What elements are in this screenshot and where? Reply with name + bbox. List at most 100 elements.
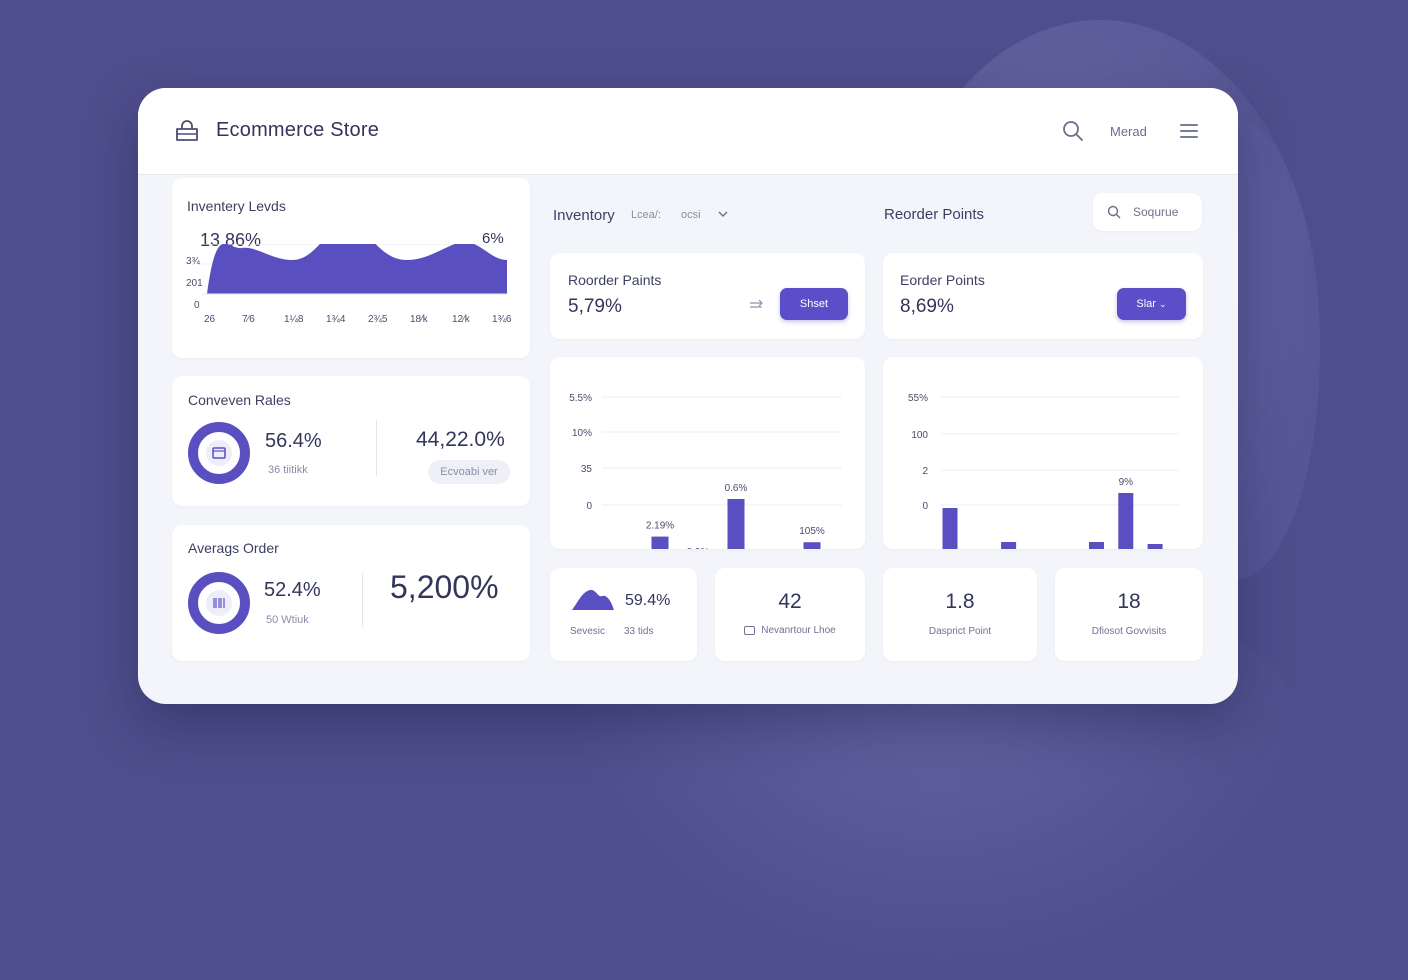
- filter-stock[interactable]: ocsi: [681, 209, 701, 221]
- card-title: Conveven Rales: [188, 392, 291, 408]
- stat-label: Sevesic: [570, 626, 606, 637]
- y-tick-label: 100: [911, 430, 928, 441]
- stat-tile: 1.8 Dasprict Point: [883, 568, 1037, 661]
- x-tick-label: 18⁄k: [410, 314, 428, 325]
- search-placeholder: Soqurue: [1133, 205, 1179, 219]
- kpi-title: Eorder Points: [900, 272, 985, 288]
- data-label: 8 9%: [687, 547, 710, 549]
- stat-value: 18: [1117, 590, 1141, 613]
- divider: [362, 573, 363, 627]
- y-tick-label: 35: [581, 464, 593, 475]
- transfer-icon[interactable]: [748, 299, 764, 311]
- bar: [942, 508, 958, 549]
- bar-chart-card-1: 5.5%10%3502002112.19%2468 9%2000.6%20950…: [550, 357, 865, 549]
- conversion-filter-button[interactable]: Ecvoabi ver: [428, 460, 510, 484]
- x-tick-label: 1¼8: [284, 314, 304, 325]
- x-tick-label: 7⁄6: [242, 314, 255, 325]
- reorder-points-label: Reorder Points: [884, 206, 985, 223]
- conversion-sub: 36 tiitikk: [268, 464, 308, 476]
- barcode-icon: [213, 598, 225, 608]
- y-tick-label: 201: [186, 278, 203, 289]
- bar: [803, 542, 821, 549]
- stat-tile: 18 Dfiosot Govvisits: [1055, 568, 1203, 661]
- x-tick-label: 12⁄k: [452, 314, 470, 325]
- mountain-icon: [572, 589, 614, 610]
- stat-tile: 59.4% Sevesic 33 tids: [550, 568, 697, 661]
- shop-bag-icon: [176, 120, 198, 141]
- app-title: Ecommerce Store: [216, 119, 380, 141]
- y-tick-label: 3¾: [186, 256, 200, 267]
- inventory-right-value: 6%: [482, 230, 504, 247]
- bar: [1001, 542, 1017, 549]
- kpi-title: Roorder Paints: [568, 272, 662, 288]
- x-tick-label: 1¾6: [492, 314, 512, 325]
- data-label: 105%: [799, 526, 825, 537]
- app-header: Ecommerce Store Merad: [138, 88, 1238, 175]
- y-tick-label: 55%: [908, 393, 928, 404]
- y-tick-label: 5.5%: [569, 393, 592, 404]
- stat-tile: 42 Nevanrtour Lhoe: [715, 568, 865, 661]
- inventory-value: 13,86%: [200, 230, 262, 250]
- bar: [727, 499, 745, 549]
- stat-value: 59.4%: [625, 592, 671, 609]
- stat-label: Dasprict Point: [928, 626, 992, 637]
- average-order-donut: [188, 572, 250, 634]
- bar: [1118, 493, 1134, 549]
- average-order-value: 52.4%: [264, 579, 321, 601]
- dashboard-window: Ecommerce Store Merad Inventery Levds 13…: [138, 88, 1238, 704]
- search-box[interactable]: Soqurue: [1093, 193, 1202, 231]
- stat-label: 33 tids: [624, 626, 654, 637]
- inventory-label: Inventory: [553, 207, 615, 224]
- user-menu[interactable]: Merad: [1110, 124, 1147, 139]
- truck-icon: [744, 625, 756, 635]
- x-tick-label: 26: [204, 314, 216, 325]
- chevron-down-icon[interactable]: [718, 209, 728, 219]
- data-label: 2.19%: [646, 521, 674, 532]
- x-tick-label: 1¾4: [326, 314, 346, 325]
- inventory-area-chart: [202, 244, 507, 295]
- hamburger-menu-icon[interactable]: [1180, 124, 1198, 138]
- bar: [1089, 542, 1104, 549]
- y-tick-label: 2: [922, 466, 928, 477]
- sheet-button[interactable]: Shset: [780, 288, 848, 320]
- stat-value: 42: [778, 590, 802, 613]
- y-tick-label: 10%: [572, 428, 592, 439]
- stat-caption: Nevanrtour Lhoe: [715, 625, 865, 636]
- bar: [651, 536, 669, 549]
- stat-label: Nevanrtour Lhoe: [761, 625, 836, 636]
- bar-chart-2: 55%1002017372102352002202509%253: [908, 393, 1179, 549]
- divider: [376, 420, 377, 476]
- reorder-kpi-card: Roorder Paints 5,79% Shset: [550, 253, 865, 339]
- data-label: 0.6%: [725, 483, 748, 494]
- data-label: 9%: [1119, 477, 1134, 488]
- stat-label: Dfiosot Govvisits: [1091, 626, 1167, 637]
- x-tick-label: 2¾5: [368, 314, 388, 325]
- bar: [1147, 544, 1163, 549]
- dropdown-button[interactable]: Slar ⌄: [1117, 288, 1186, 320]
- filter-location[interactable]: Lcea/:: [631, 209, 661, 221]
- inventory-levels-card: Inventery Levds 13,86% 6% 3¾ 201 0 26 7⁄…: [172, 178, 530, 358]
- kpi-value: 8,69%: [900, 296, 954, 317]
- stat-value: 1.8: [945, 590, 975, 613]
- bar-chart-card-2: 55%1002017372102352002202509%253: [883, 357, 1203, 549]
- bar-chart-1: 5.5%10%3502002112.19%2468 9%2000.6%20950…: [569, 393, 842, 549]
- conversion-rates-card: Conveven Rales 56.4% 36 tiitikk 44,22.0%…: [172, 376, 530, 506]
- conversion-right-value: 44,22.0%: [416, 428, 505, 451]
- conversion-donut: [188, 422, 250, 484]
- chevron-down-icon: ⌄: [1159, 299, 1167, 309]
- card-title: Inventery Levds: [187, 198, 286, 214]
- dropdown-label: Slar: [1136, 298, 1156, 310]
- y-tick-label: 0: [922, 501, 928, 512]
- y-tick-label: 0: [194, 300, 200, 311]
- calendar-icon: [212, 447, 226, 459]
- average-order-card: Averags Order 52.4% 50 Wtiuk 5,200%: [172, 525, 530, 661]
- average-order-sub: 50 Wtiuk: [266, 614, 309, 626]
- card-title: Averags Order: [188, 540, 279, 556]
- area-series: [207, 244, 507, 294]
- kpi-value: 5,79%: [568, 296, 622, 317]
- search-icon[interactable]: [1062, 120, 1084, 142]
- eorder-kpi-card: Eorder Points 8,69% Slar ⌄: [883, 253, 1203, 339]
- y-tick-label: 0: [586, 501, 592, 512]
- average-order-right-value: 5,200%: [390, 569, 499, 605]
- conversion-value: 56.4%: [265, 430, 322, 452]
